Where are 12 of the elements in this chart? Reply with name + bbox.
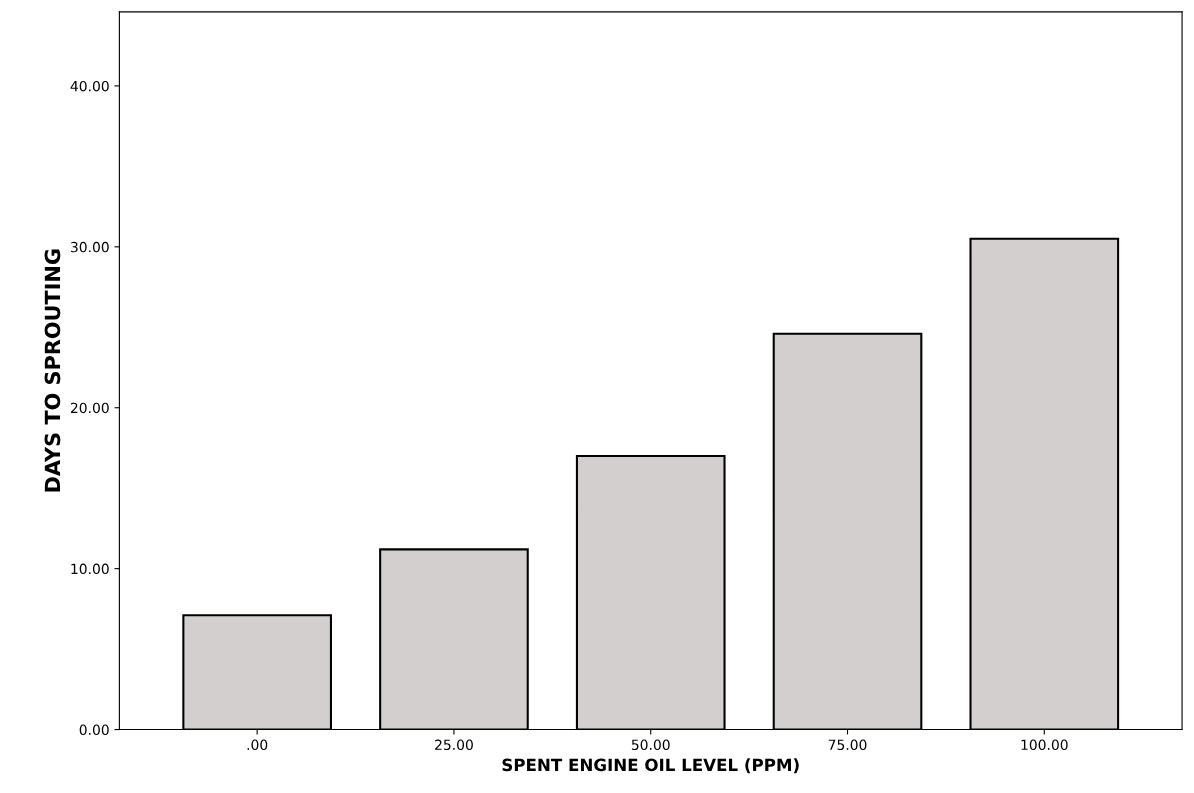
y-tick-label: 0.00 [79, 724, 109, 736]
x-tick-label: .00 [247, 739, 268, 751]
y-tick-label: 10.00 [71, 563, 109, 575]
y-axis-title: DAYS TO SPROUTING [44, 249, 61, 492]
x-tick-label: 100.00 [1021, 739, 1068, 751]
y-tick-label: 40.00 [70, 80, 109, 92]
y-tick-label: 20.00 [70, 402, 109, 414]
x-tick-label: 25.00 [435, 739, 473, 751]
x-tick-label: 50.00 [631, 739, 670, 751]
x-tick-label: 75.00 [828, 739, 867, 751]
y-tick-label: 30.00 [70, 241, 109, 253]
x-axis-title: SPENT ENGINE OIL LEVEL (PPM) [502, 758, 799, 774]
